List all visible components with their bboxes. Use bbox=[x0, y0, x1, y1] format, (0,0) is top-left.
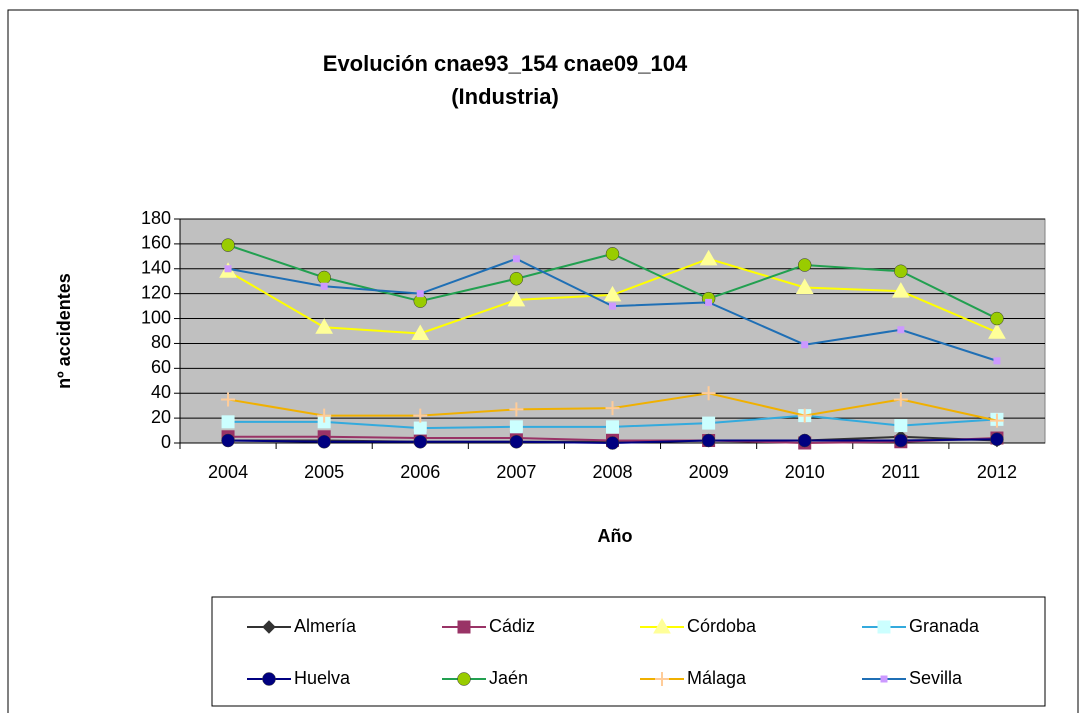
data-point bbox=[993, 357, 1001, 365]
data-point bbox=[509, 402, 524, 417]
data-point bbox=[605, 247, 620, 261]
data-point bbox=[609, 302, 616, 310]
data-point bbox=[416, 290, 424, 298]
data-point bbox=[413, 408, 428, 423]
data-point bbox=[705, 298, 713, 306]
x-tick-label: 2010 bbox=[785, 462, 825, 482]
y-tick-label: 20 bbox=[151, 407, 171, 427]
legend-label: Huelva bbox=[294, 668, 351, 688]
data-point bbox=[512, 255, 520, 263]
data-point bbox=[801, 341, 809, 349]
data-point bbox=[221, 392, 236, 407]
x-axis-label: Año bbox=[598, 526, 633, 546]
legend-label: Córdoba bbox=[687, 616, 757, 636]
y-tick-label: 140 bbox=[141, 258, 171, 278]
data-point bbox=[701, 386, 716, 401]
data-point bbox=[795, 278, 814, 294]
x-tick-label: 2008 bbox=[592, 462, 632, 482]
data-point bbox=[317, 270, 331, 285]
data-point bbox=[894, 419, 908, 433]
legend-label: Málaga bbox=[687, 668, 747, 688]
y-tick-label: 100 bbox=[141, 307, 171, 327]
data-point bbox=[603, 285, 622, 302]
data-point bbox=[701, 433, 716, 448]
data-point bbox=[988, 323, 1006, 339]
data-point bbox=[797, 258, 812, 272]
data-point bbox=[989, 413, 1004, 428]
data-point bbox=[315, 318, 334, 334]
x-tick-label: 2004 bbox=[208, 462, 248, 482]
legend-label: Almería bbox=[294, 616, 357, 636]
x-tick-label: 2005 bbox=[304, 462, 344, 482]
data-point bbox=[317, 408, 332, 423]
x-tick-label: 2007 bbox=[496, 462, 536, 482]
legend-marker bbox=[457, 620, 471, 634]
legend-box bbox=[211, 596, 1046, 707]
data-point bbox=[990, 311, 1004, 326]
legend-marker bbox=[457, 672, 471, 686]
x-tick-label: 2006 bbox=[400, 462, 440, 482]
y-tick-label: 180 bbox=[141, 208, 171, 228]
data-point bbox=[893, 392, 908, 407]
data-point bbox=[605, 401, 620, 416]
data-point bbox=[894, 433, 908, 448]
data-point bbox=[411, 324, 430, 340]
legend-marker bbox=[653, 617, 671, 634]
y-tick-label: 40 bbox=[151, 382, 171, 402]
legend-marker bbox=[655, 672, 669, 686]
legend-label: Granada bbox=[909, 616, 980, 636]
data-point bbox=[891, 282, 910, 298]
y-tick-label: 160 bbox=[141, 233, 171, 253]
data-point bbox=[509, 435, 524, 449]
data-point bbox=[797, 408, 812, 423]
y-tick-label: 120 bbox=[141, 282, 171, 302]
data-point bbox=[413, 421, 427, 435]
data-point bbox=[320, 282, 328, 290]
data-point bbox=[702, 416, 716, 430]
legend-label: Jaén bbox=[489, 668, 528, 688]
y-axis-label: nº accidentes bbox=[54, 273, 74, 389]
data-point bbox=[605, 436, 620, 450]
x-tick-label: 2011 bbox=[881, 462, 920, 482]
y-tick-label: 60 bbox=[151, 357, 171, 377]
legend-marker bbox=[262, 672, 276, 686]
data-point bbox=[894, 264, 908, 279]
data-point bbox=[509, 271, 524, 286]
data-point bbox=[990, 432, 1004, 447]
y-tick-label: 0 bbox=[161, 432, 171, 452]
data-point bbox=[606, 420, 619, 434]
legend-marker bbox=[262, 620, 276, 634]
data-point bbox=[317, 435, 331, 449]
y-tick-label: 80 bbox=[151, 332, 171, 352]
chart-title: Evolución cnae93_154 cnae09_104 bbox=[323, 51, 688, 76]
legend-label: Sevilla bbox=[909, 668, 963, 688]
data-point bbox=[221, 433, 235, 448]
data-point bbox=[509, 420, 523, 434]
chart-subtitle: (Industria) bbox=[451, 84, 559, 109]
data-point bbox=[224, 265, 232, 273]
x-tick-label: 2012 bbox=[977, 462, 1017, 482]
data-point bbox=[221, 238, 235, 252]
data-point bbox=[797, 433, 812, 448]
data-point bbox=[413, 435, 428, 449]
data-point bbox=[507, 290, 526, 307]
data-point bbox=[897, 326, 905, 334]
data-point bbox=[221, 415, 235, 429]
legend-marker bbox=[880, 675, 888, 683]
x-tick-label: 2009 bbox=[689, 462, 729, 482]
legend-label: Cádiz bbox=[489, 616, 535, 636]
legend-marker bbox=[877, 620, 891, 634]
data-point bbox=[699, 249, 718, 266]
